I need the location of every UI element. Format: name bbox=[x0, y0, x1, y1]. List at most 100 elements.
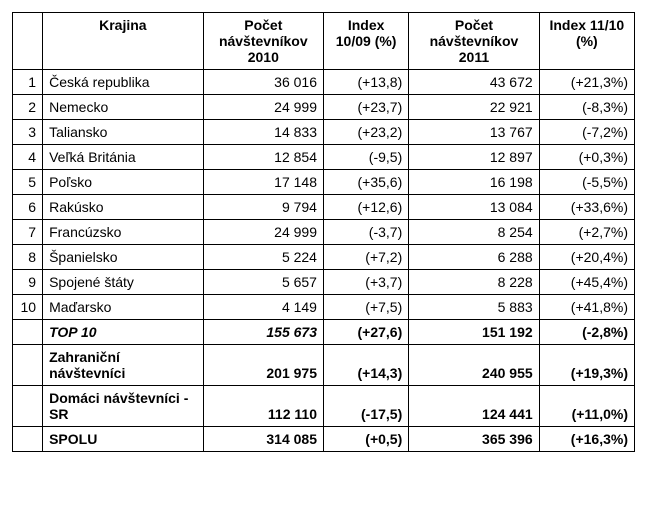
cell-index-1110: (-8,3%) bbox=[539, 95, 634, 120]
cell-index-1009: (+7,2) bbox=[323, 245, 408, 270]
cell-rank: 10 bbox=[13, 295, 43, 320]
cell-country: Francúzsko bbox=[43, 220, 204, 245]
cell-index-1110: (+21,3%) bbox=[539, 70, 634, 95]
cell-rank: 9 bbox=[13, 270, 43, 295]
cell-visitors-2010: 24 999 bbox=[203, 220, 323, 245]
cell-country: Španielsko bbox=[43, 245, 204, 270]
cell-index-1009: (+0,5) bbox=[323, 427, 408, 452]
col-header-index-1110: Index 11/10 (%) bbox=[539, 13, 634, 70]
table-row: TOP 10155 673(+27,6)151 192(-2,8%) bbox=[13, 320, 635, 345]
cell-visitors-2010: 201 975 bbox=[203, 345, 323, 386]
cell-index-1009: (-17,5) bbox=[323, 386, 408, 427]
cell-visitors-2010: 5 224 bbox=[203, 245, 323, 270]
cell-rank bbox=[13, 386, 43, 427]
table-row: 2Nemecko24 999(+23,7)22 921(-8,3%) bbox=[13, 95, 635, 120]
cell-visitors-2011: 6 288 bbox=[409, 245, 539, 270]
cell-visitors-2011: 12 897 bbox=[409, 145, 539, 170]
cell-visitors-2011: 365 396 bbox=[409, 427, 539, 452]
table-row: 7Francúzsko24 999(-3,7)8 254(+2,7%) bbox=[13, 220, 635, 245]
cell-rank: 3 bbox=[13, 120, 43, 145]
cell-rank: 4 bbox=[13, 145, 43, 170]
table-row: Zahraniční návštevníci201 975(+14,3)240 … bbox=[13, 345, 635, 386]
cell-visitors-2010: 17 148 bbox=[203, 170, 323, 195]
cell-rank bbox=[13, 345, 43, 386]
cell-visitors-2010: 24 999 bbox=[203, 95, 323, 120]
table-row: 6Rakúsko9 794(+12,6)13 084(+33,6%) bbox=[13, 195, 635, 220]
cell-country: Česká republika bbox=[43, 70, 204, 95]
cell-visitors-2010: 112 110 bbox=[203, 386, 323, 427]
cell-index-1110: (+11,0%) bbox=[539, 386, 634, 427]
cell-visitors-2011: 151 192 bbox=[409, 320, 539, 345]
col-header-country: Krajina bbox=[43, 13, 204, 70]
cell-visitors-2010: 4 149 bbox=[203, 295, 323, 320]
cell-visitors-2010: 36 016 bbox=[203, 70, 323, 95]
cell-rank: 1 bbox=[13, 70, 43, 95]
table-row: 5Poľsko17 148(+35,6)16 198(-5,5%) bbox=[13, 170, 635, 195]
cell-country: Zahraniční návštevníci bbox=[43, 345, 204, 386]
cell-visitors-2011: 16 198 bbox=[409, 170, 539, 195]
cell-index-1009: (-3,7) bbox=[323, 220, 408, 245]
table-row: 4Veľká Británia12 854(-9,5)12 897(+0,3%) bbox=[13, 145, 635, 170]
cell-visitors-2010: 14 833 bbox=[203, 120, 323, 145]
cell-index-1110: (+16,3%) bbox=[539, 427, 634, 452]
cell-index-1009: (+35,6) bbox=[323, 170, 408, 195]
cell-index-1009: (+13,8) bbox=[323, 70, 408, 95]
cell-rank: 2 bbox=[13, 95, 43, 120]
cell-country: Veľká Británia bbox=[43, 145, 204, 170]
cell-index-1110: (-5,5%) bbox=[539, 170, 634, 195]
cell-visitors-2010: 5 657 bbox=[203, 270, 323, 295]
cell-country: Taliansko bbox=[43, 120, 204, 145]
cell-country: TOP 10 bbox=[43, 320, 204, 345]
table-header-row: Krajina Počet návštevníkov 2010 Index 10… bbox=[13, 13, 635, 70]
cell-index-1009: (+12,6) bbox=[323, 195, 408, 220]
cell-index-1009: (+23,2) bbox=[323, 120, 408, 145]
cell-visitors-2010: 155 673 bbox=[203, 320, 323, 345]
cell-rank: 8 bbox=[13, 245, 43, 270]
cell-visitors-2010: 9 794 bbox=[203, 195, 323, 220]
cell-country: Rakúsko bbox=[43, 195, 204, 220]
cell-index-1009: (+27,6) bbox=[323, 320, 408, 345]
cell-index-1110: (+0,3%) bbox=[539, 145, 634, 170]
cell-index-1110: (+19,3%) bbox=[539, 345, 634, 386]
table-row: Domáci návštevníci - SR112 110(-17,5)124… bbox=[13, 386, 635, 427]
cell-index-1009: (+3,7) bbox=[323, 270, 408, 295]
cell-index-1110: (-7,2%) bbox=[539, 120, 634, 145]
cell-index-1110: (+20,4%) bbox=[539, 245, 634, 270]
cell-country: Nemecko bbox=[43, 95, 204, 120]
cell-index-1009: (+23,7) bbox=[323, 95, 408, 120]
col-header-rank bbox=[13, 13, 43, 70]
cell-rank: 5 bbox=[13, 170, 43, 195]
col-header-visitors-2010: Počet návštevníkov 2010 bbox=[203, 13, 323, 70]
cell-visitors-2011: 13 084 bbox=[409, 195, 539, 220]
cell-visitors-2011: 22 921 bbox=[409, 95, 539, 120]
cell-visitors-2010: 12 854 bbox=[203, 145, 323, 170]
cell-visitors-2011: 8 228 bbox=[409, 270, 539, 295]
cell-visitors-2011: 43 672 bbox=[409, 70, 539, 95]
col-header-index-1009: Index 10/09 (%) bbox=[323, 13, 408, 70]
cell-index-1009: (+14,3) bbox=[323, 345, 408, 386]
cell-index-1110: (+33,6%) bbox=[539, 195, 634, 220]
table-body: 1Česká republika36 016(+13,8)43 672(+21,… bbox=[13, 70, 635, 452]
table-row: SPOLU314 085(+0,5)365 396(+16,3%) bbox=[13, 427, 635, 452]
table-row: 8Španielsko5 224(+7,2)6 288(+20,4%) bbox=[13, 245, 635, 270]
table-row: 3Taliansko14 833(+23,2)13 767(-7,2%) bbox=[13, 120, 635, 145]
table-row: 9Spojené štáty5 657(+3,7)8 228(+45,4%) bbox=[13, 270, 635, 295]
cell-rank: 7 bbox=[13, 220, 43, 245]
cell-index-1110: (-2,8%) bbox=[539, 320, 634, 345]
table-row: 1Česká republika36 016(+13,8)43 672(+21,… bbox=[13, 70, 635, 95]
cell-visitors-2011: 13 767 bbox=[409, 120, 539, 145]
cell-index-1009: (-9,5) bbox=[323, 145, 408, 170]
cell-index-1110: (+45,4%) bbox=[539, 270, 634, 295]
visitor-stats-table: Krajina Počet návštevníkov 2010 Index 10… bbox=[12, 12, 635, 452]
cell-country: Domáci návštevníci - SR bbox=[43, 386, 204, 427]
table-row: 10Maďarsko4 149(+7,5)5 883(+41,8%) bbox=[13, 295, 635, 320]
cell-country: Poľsko bbox=[43, 170, 204, 195]
cell-country: Maďarsko bbox=[43, 295, 204, 320]
cell-rank: 6 bbox=[13, 195, 43, 220]
cell-rank bbox=[13, 320, 43, 345]
cell-visitors-2010: 314 085 bbox=[203, 427, 323, 452]
col-header-visitors-2011: Počet návštevníkov 2011 bbox=[409, 13, 539, 70]
cell-index-1110: (+41,8%) bbox=[539, 295, 634, 320]
cell-country: SPOLU bbox=[43, 427, 204, 452]
cell-country: Spojené štáty bbox=[43, 270, 204, 295]
